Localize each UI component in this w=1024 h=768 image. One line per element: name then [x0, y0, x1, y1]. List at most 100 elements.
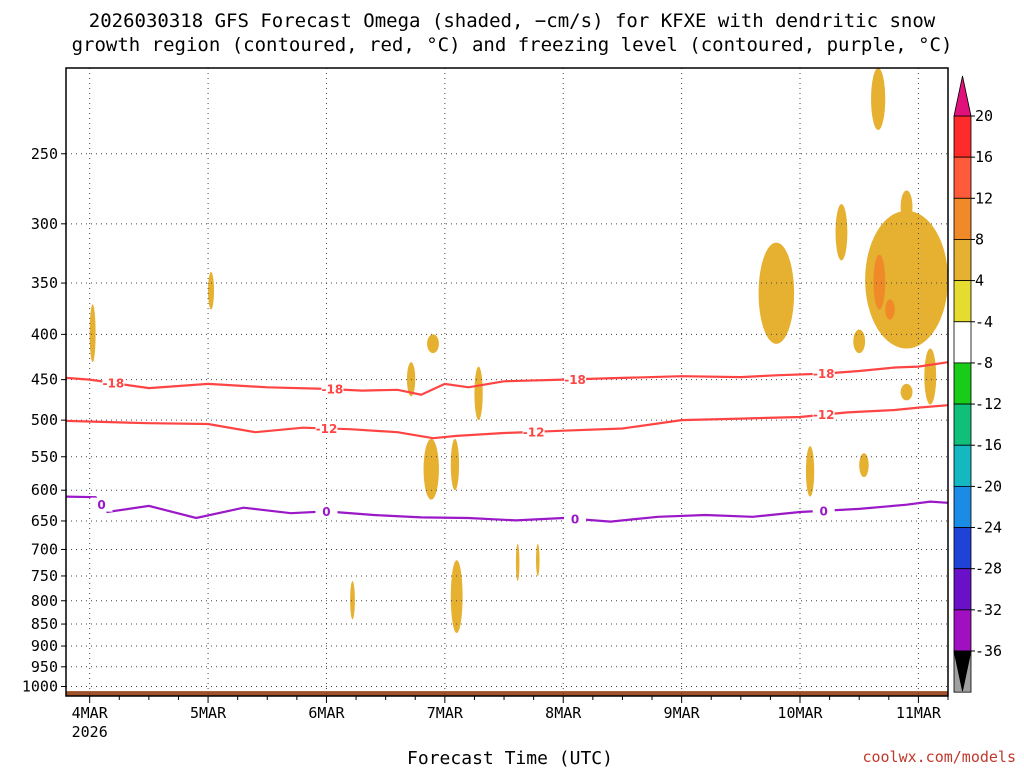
colorbar-bin-0 [953, 115, 972, 158]
omega-feature-20 [515, 543, 520, 582]
colorbar-label-20: 20 [975, 107, 993, 125]
colorbar-bin-5 [953, 321, 972, 364]
y-tick-label-650: 650 [31, 512, 58, 530]
omega-feature-23 [835, 204, 848, 261]
omega-feature-5 [498, 293, 510, 320]
omega-feature-19 [350, 581, 355, 620]
colorbar-bin-7 [953, 403, 972, 446]
x-tick-label-9MAR: 9MAR [664, 704, 701, 722]
contour-label-bg-1-0 [315, 421, 338, 436]
x-axis: 4MAR 5MAR 6MAR 7MAR 8MAR 9MAR 10MAR 11MAR 2026 [72, 696, 949, 741]
credit-text[interactable]: coolwx.com/models [862, 748, 1016, 766]
omega-feature-1 [450, 77, 463, 184]
y-tick-label-500: 500 [31, 411, 58, 429]
omega-feature-30 [805, 446, 815, 497]
contour-label-bg-1-2 [812, 407, 835, 422]
colorbar-label-8: 8 [975, 230, 984, 248]
omega-feature-11 [89, 304, 96, 363]
contour-line--12 [65, 404, 949, 440]
colorbar-label-4: 4 [975, 272, 984, 290]
y-tick-label-950: 950 [31, 658, 58, 676]
y-tick-label-250: 250 [31, 145, 58, 163]
x-tick-label-10MAR: 10MAR [777, 704, 823, 722]
y-tick-label-550: 550 [31, 448, 58, 466]
colorbar: 20 16 12 8 4 -4 -8 -12 -16 -20 -24 -28 -32 -36 [953, 75, 1002, 693]
omega-feature-7 [453, 210, 457, 294]
y-tick-label-800: 800 [31, 592, 58, 610]
y-tick-label-850: 850 [31, 615, 58, 633]
contour-label-0: 0 [97, 498, 105, 512]
chart-title-line-1: 2026030318 GFS Forecast Omega (shaded, −… [89, 10, 936, 32]
omega-feature-26 [900, 190, 913, 224]
omega-feature-0 [99, 637, 120, 677]
omega-feature-6 [525, 299, 538, 354]
x-tick-label-7MAR: 7MAR [427, 704, 464, 722]
colorbar-bin-4 [953, 280, 972, 323]
colorbar-label--12: -12 [975, 395, 1002, 413]
colorbar-bin-1 [953, 156, 972, 199]
colorbar-label--8: -8 [975, 354, 993, 372]
y-tick-label-700: 700 [31, 540, 58, 558]
y-tick-label-400: 400 [31, 325, 58, 343]
plot-frame [65, 67, 949, 697]
colorbar-bin-2 [953, 197, 972, 240]
colorbar-label--32: -32 [975, 601, 1002, 619]
contour-label-bg-2-1 [315, 504, 338, 519]
colorbar-bin-10 [953, 527, 972, 570]
colorbar-label--36: -36 [975, 642, 1002, 660]
x-tick-label-8MAR: 8MAR [545, 704, 582, 722]
x-tick-sublabel-year: 2026 [72, 723, 108, 741]
y-tick-label-300: 300 [31, 215, 58, 233]
contour-label-bg-0-0 [102, 376, 125, 391]
contour-label-0: 0 [322, 505, 330, 519]
omega-feature-28 [924, 348, 937, 405]
x-tick-label-11MAR: 11MAR [896, 704, 942, 722]
colorbar-label--24: -24 [975, 519, 1002, 537]
omega-feature-13 [427, 334, 439, 354]
ground-band [66, 691, 948, 696]
colorbar-bin-12 [953, 609, 972, 652]
omega-feature-33 [885, 299, 895, 320]
contour-label-bg-0-2 [564, 372, 587, 387]
contour-label-bg-2-0 [90, 497, 113, 512]
contour-label--18: -18 [813, 367, 835, 381]
omega-feature-22 [758, 242, 795, 344]
omega-feature-2 [403, 260, 412, 310]
omega-feature-10 [498, 460, 502, 503]
colorbar-bin-11 [953, 568, 972, 611]
contour-label--18: -18 [564, 373, 586, 387]
omega-feature-24 [871, 68, 886, 130]
colorbar-label-16: 16 [975, 148, 993, 166]
contour-label-0: 0 [820, 504, 828, 518]
y-tick-label-1000: 1000 [22, 678, 58, 696]
omega-feature-21 [536, 543, 540, 576]
omega-feature-17 [474, 366, 483, 421]
omega-feature-9 [444, 483, 451, 539]
omega-feature-15 [423, 438, 439, 500]
chart-title-line-2: growth region (contoured, red, °C) and f… [72, 34, 953, 56]
colorbar-top-arrow [953, 75, 972, 117]
omega-feature-12 [208, 271, 214, 310]
y-tick-label-450: 450 [31, 371, 58, 389]
contour-label-bg-2-2 [564, 511, 587, 526]
colorbar-bin-9 [953, 485, 972, 528]
y-axis: 250 300 350 400 450 500 550 600 650 700 750 800 850 9… [22, 145, 66, 696]
colorbar-label--16: -16 [975, 436, 1002, 454]
colorbar-bin-8 [953, 444, 972, 487]
x-tick-label-6MAR: 6MAR [308, 704, 345, 722]
x-tick-label-4MAR: 4MAR [72, 704, 109, 722]
colorbar-bottom-arrow [953, 650, 972, 692]
contour-label-bg-2-3 [812, 503, 835, 518]
omega-feature-27 [853, 329, 866, 354]
omega-feature-29 [900, 383, 913, 401]
colorbar-bin-3 [953, 239, 972, 282]
omega-feature-3 [356, 190, 365, 211]
colorbar-label--28: -28 [975, 560, 1002, 578]
contour-label--12: -12 [813, 408, 835, 422]
colorbar-label--20: -20 [975, 477, 1002, 495]
omega-feature-18 [450, 560, 463, 633]
colorbar-bin-6 [953, 362, 972, 405]
x-tick-label-5MAR: 5MAR [190, 704, 227, 722]
contour-label--12: -12 [316, 422, 338, 436]
